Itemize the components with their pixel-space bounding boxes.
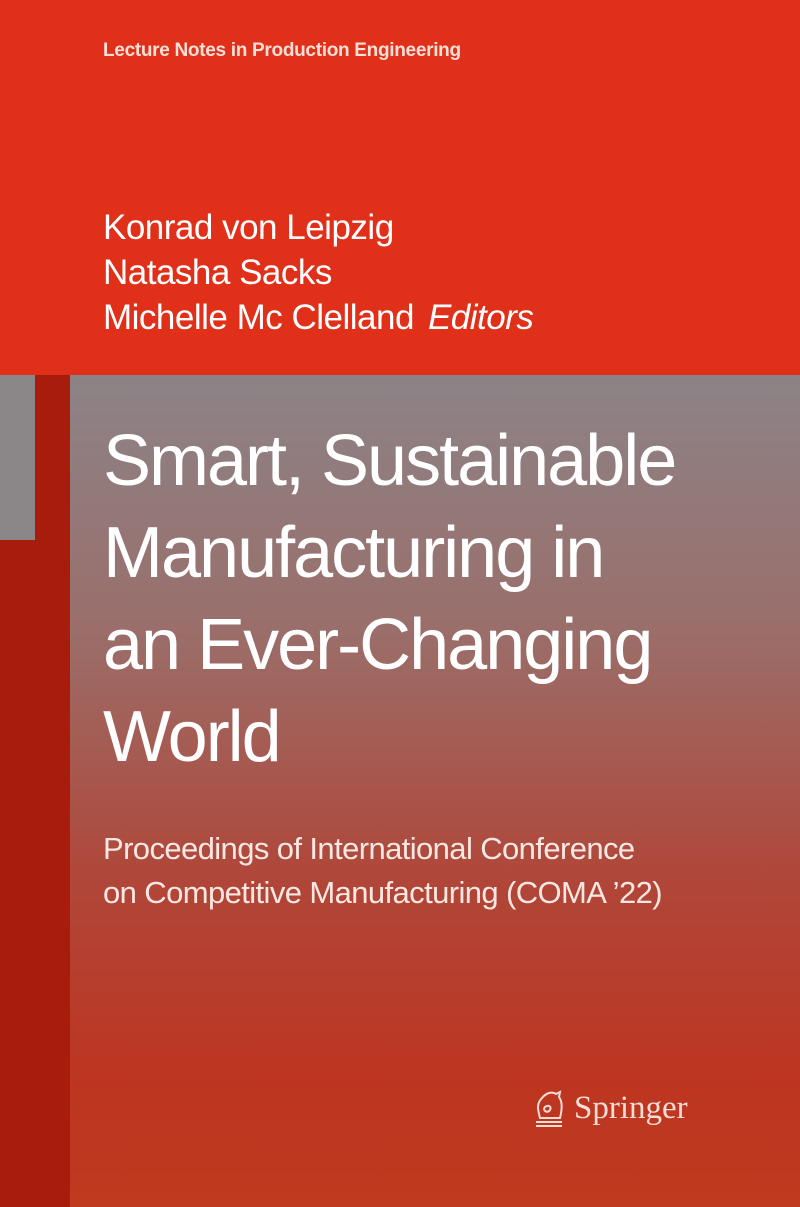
springer-horse-icon (536, 1090, 563, 1127)
top-band (0, 0, 800, 375)
title-line: World (103, 697, 282, 777)
editor-name: Natasha Sacks (103, 253, 332, 292)
book-title: Smart, Sustainable Manufacturing in an E… (103, 415, 677, 783)
editor-name: Michelle Mc Clelland (103, 298, 414, 337)
editors-label: Editors (427, 298, 534, 337)
gray-block (0, 375, 35, 540)
publisher-name: Springer (574, 1089, 688, 1126)
main-panel (70, 375, 800, 1207)
subtitle: Proceedings of International Conference … (103, 827, 663, 915)
subtitle-line: on Competitive Manufacturing (COMA ’22) (103, 875, 663, 910)
title-line: an Ever-Changing (103, 605, 653, 685)
series-name: Lecture Notes in Production Engineering (103, 40, 461, 61)
publisher-logo: Springer (532, 1088, 688, 1128)
editor-name: Konrad von Leipzig (103, 208, 394, 247)
title-line: Manufacturing in (103, 513, 605, 593)
editors: Konrad von Leipzig Natasha Sacks Michell… (103, 205, 534, 340)
subtitle-line: Proceedings of International Conference (103, 831, 635, 866)
title-line: Smart, Sustainable (103, 421, 677, 501)
